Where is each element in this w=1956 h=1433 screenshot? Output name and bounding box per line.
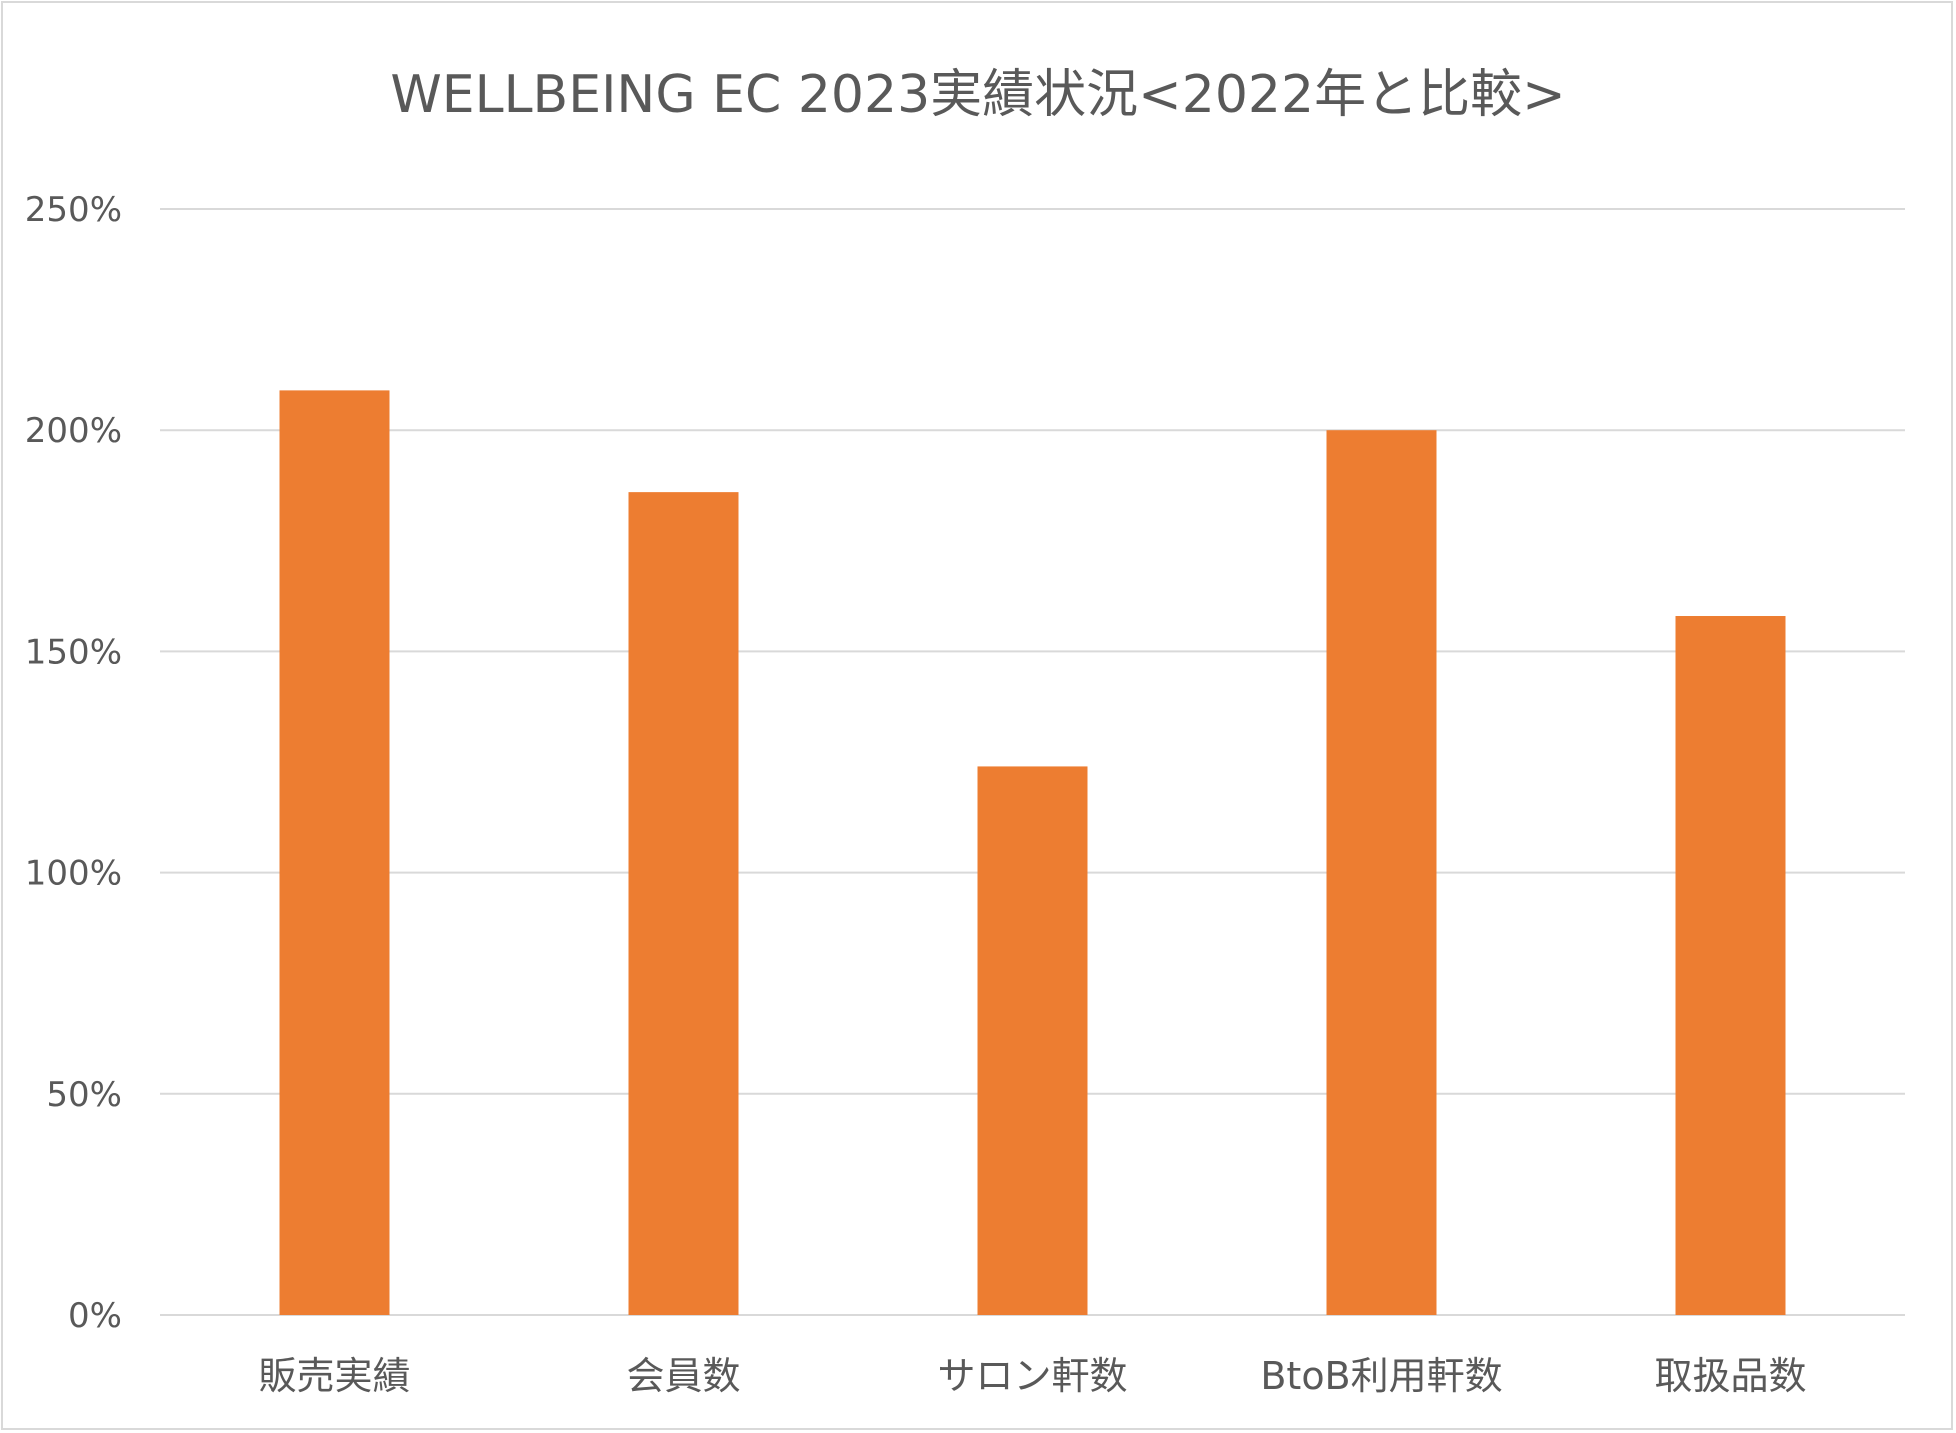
bar (628, 492, 739, 1315)
bar (1326, 430, 1437, 1315)
gridlines (160, 208, 1905, 1316)
bar (279, 390, 390, 1315)
y-tick-label: 250% (25, 190, 122, 230)
y-tick-label: 100% (25, 854, 122, 894)
y-axis-ticks: 0% 50% 100% 150% 200% 250% (25, 190, 122, 1336)
y-tick-label: 0% (68, 1296, 122, 1336)
x-category-label: 販売実績 (258, 1354, 410, 1398)
x-category-label: サロン軒数 (937, 1354, 1127, 1398)
x-category-label: 会員数 (626, 1354, 740, 1398)
x-category-label: BtoB利用軒数 (1260, 1354, 1502, 1398)
bar (1675, 616, 1786, 1315)
chart-title: WELLBEING EC 2023実績状況<2022年と比較> (390, 65, 1565, 125)
x-axis-categories: 販売実績 会員数 サロン軒数 BtoB利用軒数 取扱品数 (258, 1354, 1806, 1398)
y-tick-label: 50% (46, 1075, 122, 1115)
bar (977, 766, 1088, 1315)
y-tick-label: 150% (25, 632, 122, 672)
y-tick-label: 200% (25, 411, 122, 451)
bars (279, 390, 1786, 1315)
x-category-label: 取扱品数 (1654, 1354, 1806, 1398)
